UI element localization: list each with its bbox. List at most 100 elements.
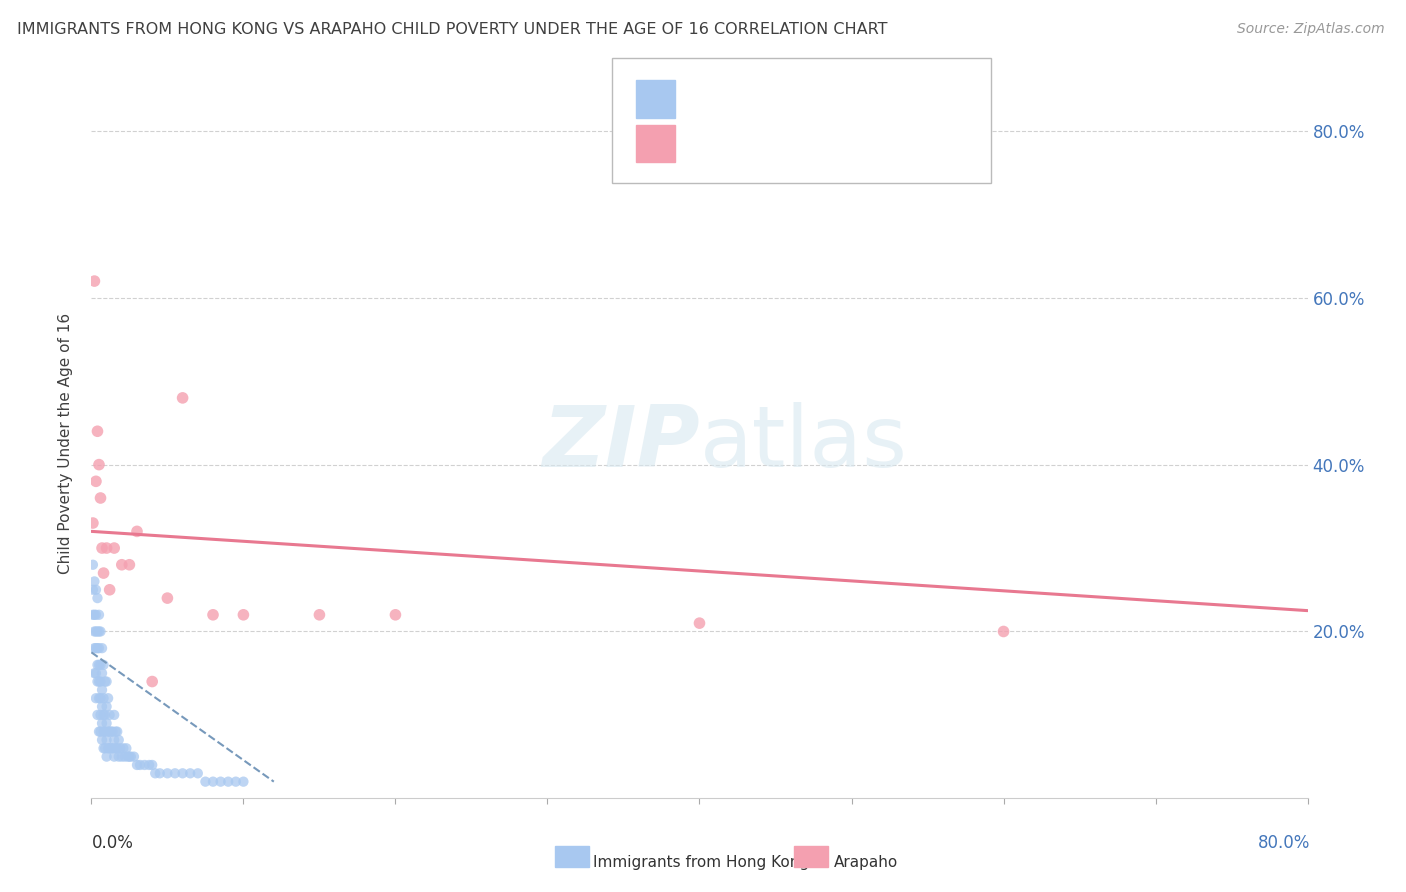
Point	[202, 774, 225, 789]
Point	[98, 707, 121, 722]
Point	[94, 707, 117, 722]
Point	[84, 624, 107, 639]
Point	[97, 724, 120, 739]
Point	[105, 724, 128, 739]
Point	[83, 624, 105, 639]
Point	[86, 707, 108, 722]
Point	[96, 733, 118, 747]
Point	[87, 624, 110, 639]
Point	[89, 724, 111, 739]
Point	[143, 766, 166, 780]
Point	[125, 524, 148, 539]
Point	[105, 741, 128, 756]
Text: R =  -0.199    N = 23: R = -0.199 N = 23	[686, 129, 889, 145]
Point	[101, 741, 124, 756]
Point	[118, 749, 141, 764]
Point	[89, 657, 111, 672]
Point	[98, 582, 121, 597]
Point	[96, 541, 118, 555]
Point	[103, 541, 125, 555]
Point	[89, 707, 111, 722]
Point	[87, 641, 110, 656]
Point	[82, 558, 104, 572]
Point	[93, 691, 115, 706]
Text: Immigrants from Hong Kong: Immigrants from Hong Kong	[593, 855, 810, 870]
Point	[217, 774, 239, 789]
Point	[98, 724, 121, 739]
Point	[91, 733, 114, 747]
Point	[225, 774, 247, 789]
Point	[104, 724, 127, 739]
Point	[86, 641, 108, 656]
Point	[82, 516, 104, 530]
Text: Arapaho: Arapaho	[834, 855, 898, 870]
Point	[384, 607, 406, 622]
Point	[688, 616, 710, 631]
Point	[91, 716, 114, 731]
Point	[89, 491, 111, 505]
Point	[114, 749, 136, 764]
Point	[138, 758, 160, 772]
Point	[156, 766, 179, 780]
Point	[82, 582, 104, 597]
Point	[122, 749, 145, 764]
Point	[141, 758, 163, 772]
Point	[83, 641, 105, 656]
Text: R =  -0.306    N = 99: R = -0.306 N = 99	[686, 85, 889, 100]
Point	[98, 741, 121, 756]
Point	[107, 749, 129, 764]
Text: 0.0%: 0.0%	[91, 834, 134, 852]
Point	[101, 724, 124, 739]
Point	[83, 666, 105, 681]
Point	[100, 741, 122, 756]
Point	[96, 674, 118, 689]
Point	[83, 274, 105, 288]
Point	[111, 749, 134, 764]
Point	[96, 749, 118, 764]
Point	[202, 607, 225, 622]
Point	[93, 707, 115, 722]
Point	[112, 741, 135, 756]
Y-axis label: Child Poverty Under the Age of 16: Child Poverty Under the Age of 16	[58, 313, 73, 574]
Point	[89, 674, 111, 689]
Point	[83, 607, 105, 622]
Text: Source: ZipAtlas.com: Source: ZipAtlas.com	[1237, 22, 1385, 37]
Point	[107, 733, 129, 747]
Point	[125, 758, 148, 772]
Point	[117, 749, 139, 764]
Point	[84, 475, 107, 489]
Point	[87, 607, 110, 622]
Point	[82, 607, 104, 622]
Text: 80.0%: 80.0%	[1258, 834, 1310, 852]
Point	[86, 424, 108, 438]
Point	[156, 591, 179, 606]
Point	[103, 733, 125, 747]
Point	[97, 741, 120, 756]
Point	[86, 591, 108, 606]
Point	[103, 749, 125, 764]
Point	[97, 691, 120, 706]
Point	[83, 574, 105, 589]
Point	[91, 699, 114, 714]
Point	[134, 758, 156, 772]
Point	[209, 774, 232, 789]
Point	[87, 724, 110, 739]
Point	[111, 558, 134, 572]
Point	[96, 716, 118, 731]
Point	[89, 691, 111, 706]
Point	[118, 558, 141, 572]
Point	[91, 541, 114, 555]
Point	[129, 758, 152, 772]
Point	[232, 607, 254, 622]
Point	[84, 691, 107, 706]
Point	[308, 607, 330, 622]
Point	[86, 657, 108, 672]
Point	[84, 582, 107, 597]
Text: ZIP: ZIP	[541, 402, 699, 485]
Point	[86, 674, 108, 689]
Point	[110, 741, 132, 756]
Point	[187, 766, 209, 780]
Point	[104, 741, 127, 756]
Point	[163, 766, 186, 780]
Point	[89, 624, 111, 639]
